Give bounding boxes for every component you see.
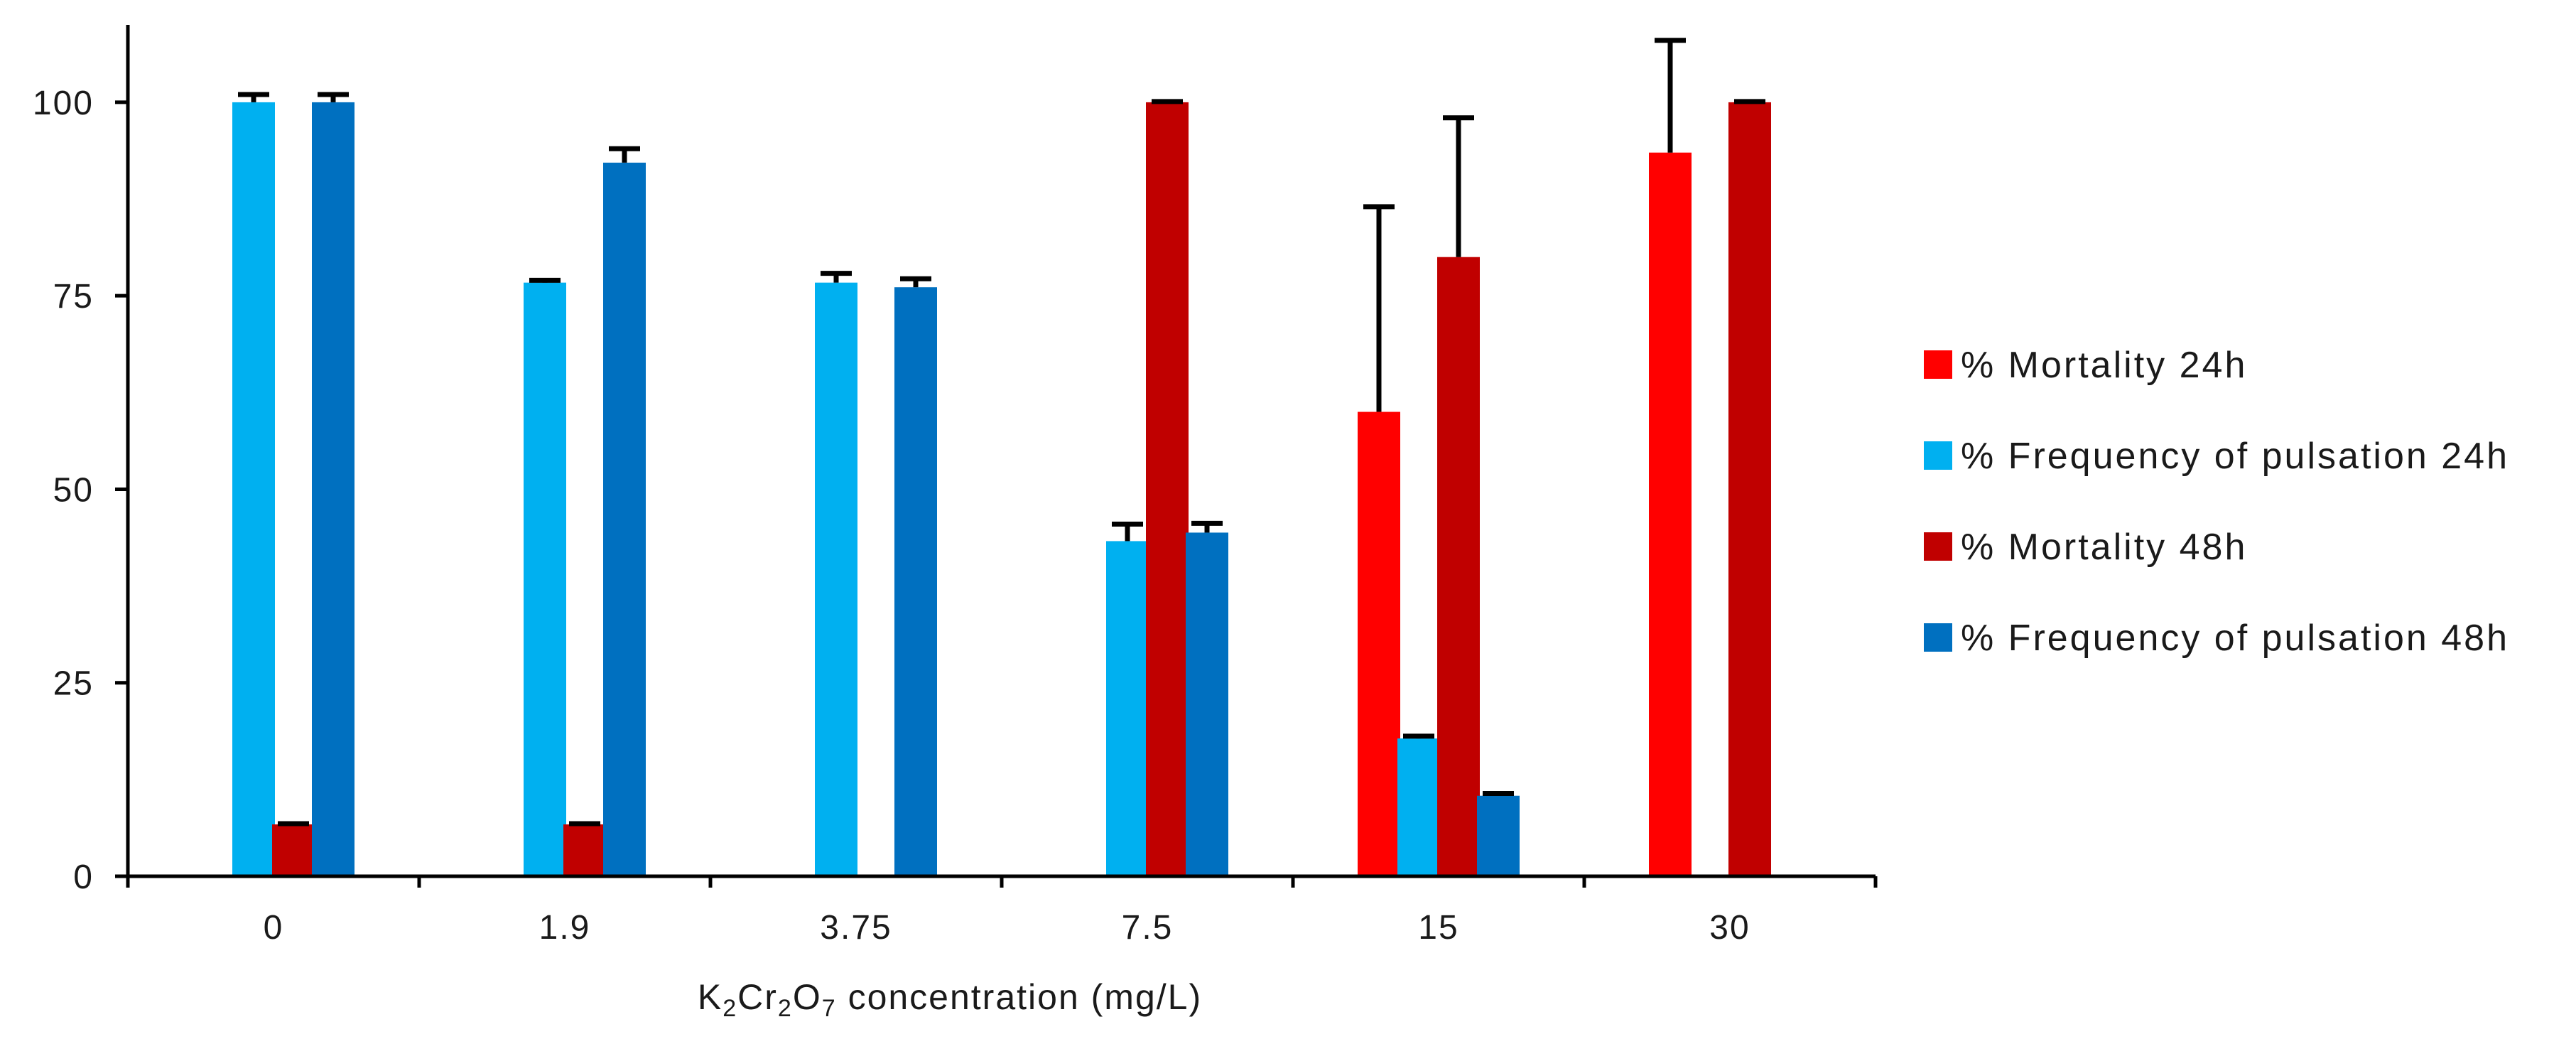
bar-pct-mortality-48h-7-5	[1146, 102, 1189, 877]
x-axis-title: K2Cr2O7 concentration (mg/L)	[698, 977, 1202, 1022]
bar-pct-frequency-of-pulsation-24h-0	[232, 102, 275, 877]
x-tick-label-0: 0	[264, 909, 284, 947]
x-tick-label-3-75: 3.75	[820, 909, 892, 947]
legend-swatch-pct-frequency-of-pulsation-24h	[1924, 441, 1952, 470]
y-tick-label-100: 100	[33, 85, 94, 122]
bar-pct-frequency-of-pulsation-48h-3-75	[894, 287, 937, 877]
x-tick-label-7-5: 7.5	[1122, 909, 1174, 947]
legend: % Mortality 24h % Frequency of pulsation …	[1924, 345, 2509, 659]
legend-label-pct-mortality-48h: % Mortality 48h	[1961, 527, 2247, 568]
legend-swatch-pct-mortality-24h	[1924, 350, 1952, 379]
y-tick-label-25: 25	[53, 665, 94, 703]
bar-pct-mortality-48h-30	[1728, 102, 1771, 877]
bar-pct-frequency-of-pulsation-48h-15	[1477, 795, 1520, 876]
bar-pct-frequency-of-pulsation-48h-0	[312, 102, 355, 877]
legend-swatch-pct-frequency-of-pulsation-48h	[1924, 623, 1952, 652]
bar-pct-frequency-of-pulsation-24h-15	[1397, 738, 1440, 876]
bar-pct-frequency-of-pulsation-48h-7-5	[1186, 532, 1228, 876]
bar-pct-frequency-of-pulsation-48h-1-9	[603, 162, 646, 877]
axes-layer: 0 25 50 75 100 0 1.9 3.75 7.5 15 30	[33, 25, 1878, 947]
y-tick-label-50: 50	[53, 471, 94, 509]
legend-label-pct-frequency-of-pulsation-48h: % Frequency of pulsation 48h	[1961, 618, 2509, 659]
bar-pct-frequency-of-pulsation-24h-7-5	[1106, 541, 1149, 876]
x-tick-label-30: 30	[1709, 909, 1750, 947]
bars-layer	[232, 102, 1771, 877]
x-tick-label-1-9: 1.9	[539, 909, 591, 947]
y-tick-label-0: 0	[73, 858, 94, 896]
legend-swatch-pct-mortality-48h	[1924, 532, 1952, 561]
error-bars-layer	[238, 38, 1765, 827]
legend-label-pct-frequency-of-pulsation-24h: % Frequency of pulsation 24h	[1961, 436, 2509, 477]
legend-label-pct-mortality-24h: % Mortality 24h	[1961, 345, 2247, 386]
y-tick-label-75: 75	[53, 278, 94, 316]
bar-pct-mortality-48h-0	[272, 824, 315, 876]
x-tick-label-15: 15	[1418, 909, 1459, 947]
bar-pct-mortality-48h-1-9	[563, 824, 606, 876]
bar-pct-frequency-of-pulsation-24h-3-75	[815, 282, 857, 877]
bar-pct-mortality-48h-15	[1437, 257, 1480, 876]
bar-pct-frequency-of-pulsation-24h-1-9	[524, 282, 566, 877]
bar-pct-mortality-24h-15	[1358, 411, 1400, 876]
bar-pct-mortality-24h-30	[1649, 152, 1692, 876]
